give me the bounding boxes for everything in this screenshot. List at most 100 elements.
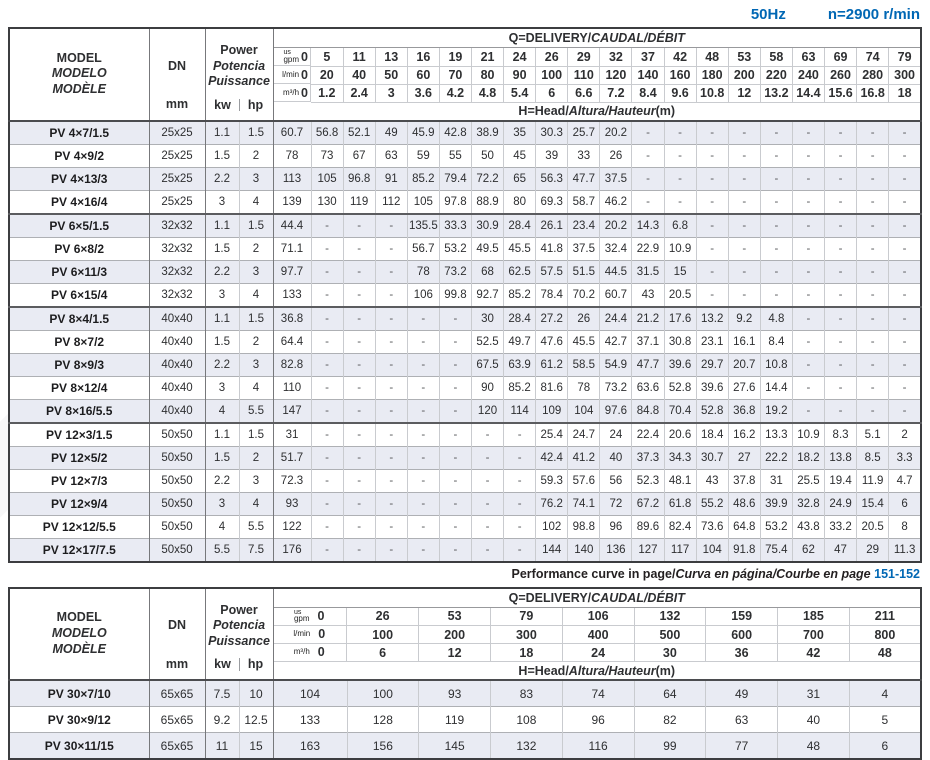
flow-value: 53 [419,607,491,626]
head-value-cell: - [760,260,792,283]
flow-value: 30 [634,644,706,662]
flow-value: 7.2 [600,84,632,102]
head-value-cell: - [375,515,407,538]
flow-value: 6 [347,644,419,662]
head-value-cell: - [825,376,857,399]
flow-value: 200 [728,66,760,84]
flow-value: 100 [536,66,568,84]
kw-cell: 11 [205,733,239,760]
head-value-cell: 36.8 [273,307,311,331]
kw-cell: 1.5 [205,144,239,167]
head-value-cell: - [343,469,375,492]
head-value-cell: 49.7 [504,330,536,353]
head-value-cell: - [375,214,407,238]
head-value-cell: 31 [760,469,792,492]
model-cell: PV 30×7/10 [9,680,149,707]
head-value-cell: - [343,515,375,538]
head-value-cell: - [504,538,536,562]
head-value-cell: 85.2 [504,283,536,307]
head-value-cell: - [343,353,375,376]
head-value-cell: - [407,492,439,515]
dn-cell: 25x25 [149,121,205,145]
kw-label: kw [207,99,240,112]
flow-value: 159 [706,607,778,626]
flow-value: 6 [536,84,568,102]
model-cell: PV 30×9/12 [9,707,149,733]
head-value-cell: 5 [849,707,921,733]
head-value-cell: 60.7 [273,121,311,145]
head-value-cell: - [857,144,889,167]
head-value-cell: - [825,214,857,238]
head-value-cell: - [375,492,407,515]
head-value-cell: - [760,237,792,260]
head-value-cell: 39.6 [664,353,696,376]
head-value-cell: - [504,469,536,492]
head-value-cell: 42.8 [439,121,471,145]
head-value-cell: - [311,260,343,283]
flow-value: 40 [343,66,375,84]
model-cell: PV 8×12/4 [9,376,149,399]
head-value-cell: 114 [504,399,536,423]
head-value-cell: 11.3 [889,538,921,562]
head-value-cell: 62.5 [504,260,536,283]
head-value-cell: 42.4 [536,446,568,469]
head-value-cell: - [728,167,760,190]
hp-label: hp [240,658,272,671]
flow-value: 24 [504,48,536,67]
speed-header: 50Hz n=2900 r/min [8,4,922,27]
flow-value: 29 [568,48,600,67]
head-value-cell: 49 [375,121,407,145]
dn-cell: 50x50 [149,538,205,562]
head-value-cell: 105 [311,167,343,190]
dn-cell: 50x50 [149,492,205,515]
head-value-cell: 100 [347,680,419,707]
head-value-cell: - [825,353,857,376]
head-value-cell: 104 [273,680,347,707]
head-value-cell: 75.4 [760,538,792,562]
head-value-cell: 60.7 [600,283,632,307]
head-value-cell: 37.5 [600,167,632,190]
head-value-cell: 20.2 [600,214,632,238]
head-value-cell: - [375,330,407,353]
head-value-cell: - [664,190,696,214]
kw-cell: 3 [205,283,239,307]
model-cell: PV 12×12/5.5 [9,515,149,538]
head-value-cell: 62 [792,538,824,562]
head-value-cell: 20.5 [857,515,889,538]
hp-cell: 1.5 [239,423,273,447]
hp-cell: 4 [239,376,273,399]
head-value-cell: 61.2 [536,353,568,376]
rotation-speed-label: n=2900 r/min [828,6,920,23]
hp-cell: 4 [239,190,273,214]
head-value-cell: - [889,376,921,399]
head-value-cell: 30 [471,307,503,331]
head-value-cell: - [375,283,407,307]
head-value-cell: 93 [273,492,311,515]
head-value-cell: 64 [634,680,706,707]
flow-value: 3 [375,84,407,102]
curve-page-numbers[interactable]: 151-152 [874,567,920,581]
head-value-cell: 63 [375,144,407,167]
head-value-cell: 133 [273,707,347,733]
head-value-cell: 78 [407,260,439,283]
head-value-cell: 145 [419,733,491,760]
flow-value: 69 [825,48,857,67]
head-value-cell: - [889,307,921,331]
head-value-cell: 22.2 [760,446,792,469]
head-value-cell: - [664,167,696,190]
head-value-cell: 24 [600,423,632,447]
flow-value: 8.4 [632,84,664,102]
head-value-cell: - [343,283,375,307]
kw-cell: 7.5 [205,680,239,707]
head-value-cell: 23.1 [696,330,728,353]
head-value-cell: - [311,283,343,307]
head-value-cell: 16.1 [728,330,760,353]
flow-value: 700 [778,626,850,644]
head-value-cell: 83 [491,680,563,707]
head-value-cell: - [792,283,824,307]
